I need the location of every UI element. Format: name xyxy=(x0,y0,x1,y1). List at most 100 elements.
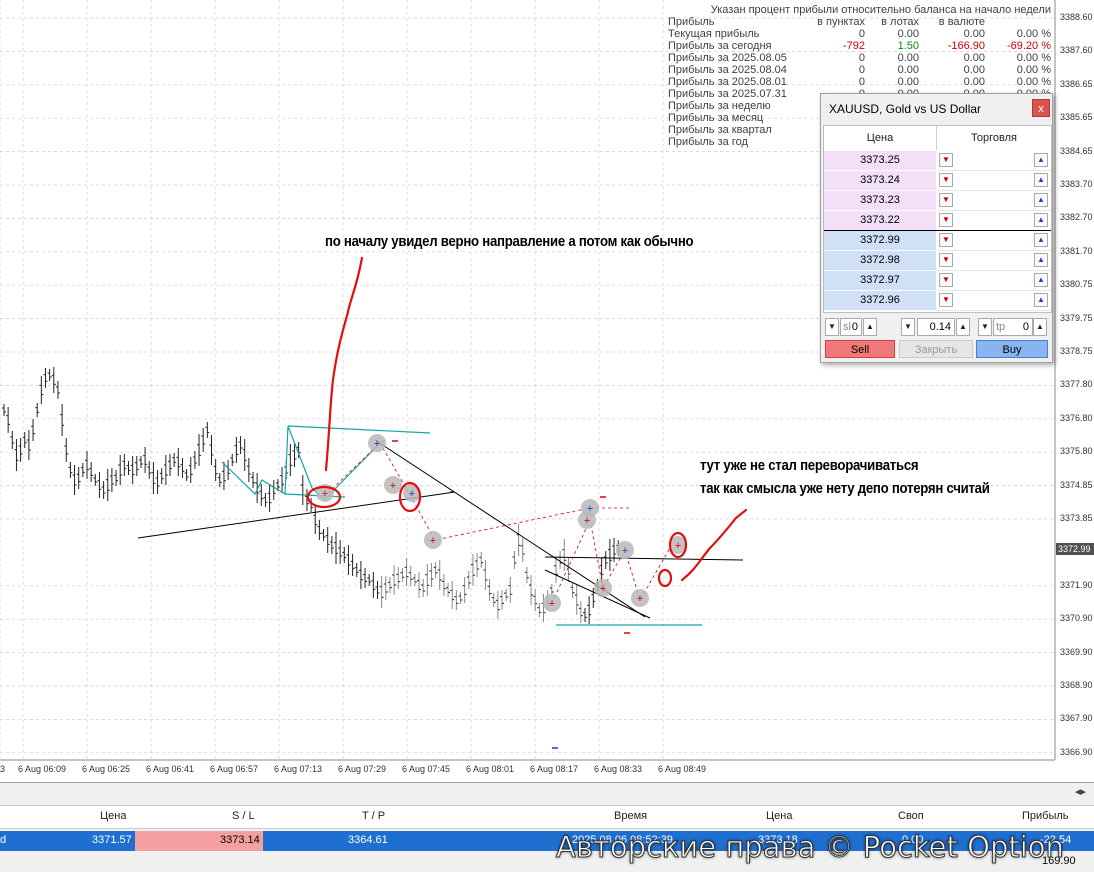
candle xyxy=(371,572,376,598)
candle xyxy=(462,577,467,603)
dom-price[interactable]: 3372.97 xyxy=(824,271,936,290)
dom-row[interactable]: 3373.22 ▼ ▲ xyxy=(824,211,1051,231)
volume-down-button[interactable]: ▼ xyxy=(901,318,915,336)
volume-up-button[interactable]: ▲ xyxy=(956,318,970,336)
chevron-up-icon[interactable]: ▲ xyxy=(1034,273,1048,287)
candle xyxy=(437,560,442,590)
chevron-down-icon[interactable]: ▼ xyxy=(939,253,953,267)
dom-price[interactable]: 3372.98 xyxy=(824,251,936,270)
chevron-down-icon[interactable]: ▼ xyxy=(939,233,953,247)
chevron-down-icon[interactable]: ▼ xyxy=(939,213,953,227)
dom-price[interactable]: 3373.25 xyxy=(824,151,936,170)
time-tick-label: 6 Aug 06:41 xyxy=(146,764,195,774)
candle xyxy=(504,589,509,601)
header-time[interactable]: Время xyxy=(614,810,648,822)
dom-row[interactable]: 3372.97 ▼ ▲ xyxy=(824,271,1051,291)
candle xyxy=(342,547,347,563)
dom-trade-cell[interactable]: ▼ ▲ xyxy=(937,191,1051,211)
dom-price[interactable]: 3373.22 xyxy=(824,211,936,230)
candle xyxy=(147,461,152,479)
volume-field[interactable]: 0.14 xyxy=(917,318,955,336)
header-swap[interactable]: Своп xyxy=(898,810,924,822)
sl-up-button[interactable]: ▲ xyxy=(863,318,877,336)
candle xyxy=(433,562,438,578)
candle xyxy=(180,458,185,478)
chevron-down-icon[interactable]: ▼ xyxy=(939,173,953,187)
chevron-up-icon[interactable]: ▲ xyxy=(1034,253,1048,267)
candle xyxy=(562,539,567,571)
price-chart[interactable]: ++++++++++++ xyxy=(0,0,1094,780)
candle xyxy=(39,376,44,404)
dom-price[interactable]: 3373.24 xyxy=(824,171,936,190)
sl-cell-highlight xyxy=(135,831,263,851)
tp-down-button[interactable]: ▼ xyxy=(978,318,992,336)
hand-arrow-2 xyxy=(680,508,748,582)
tp-field[interactable]: tp 0 xyxy=(993,318,1033,336)
panel-close-button[interactable]: x xyxy=(1032,99,1050,117)
candle xyxy=(574,585,579,615)
dom-row[interactable]: 3372.99 ▼ ▲ xyxy=(824,231,1051,251)
chevron-down-icon[interactable]: ▼ xyxy=(939,153,953,167)
chevron-up-icon[interactable]: ▲ xyxy=(1034,193,1048,207)
dom-trade-cell[interactable]: ▼ ▲ xyxy=(937,171,1051,191)
dom-trade-cell[interactable]: ▼ ▲ xyxy=(937,291,1051,311)
header-profit[interactable]: Прибыль xyxy=(1022,810,1069,822)
dom-price[interactable]: 3372.96 xyxy=(824,291,936,310)
sl-cell[interactable]: 3373.14 xyxy=(220,834,260,846)
one-click-trading-panel[interactable]: XAUUSD, Gold vs US Dollar x Цена Торговл… xyxy=(820,93,1053,363)
dom-trade-cell[interactable]: ▼ ▲ xyxy=(937,251,1051,271)
sl-down-button[interactable]: ▼ xyxy=(825,318,839,336)
dom-trade-cell[interactable]: ▼ ▲ xyxy=(937,211,1051,231)
candle xyxy=(134,456,139,476)
candle xyxy=(363,568,368,588)
time-tick-label: 6 Aug 07:13 xyxy=(274,764,323,774)
buy-button[interactable]: Buy xyxy=(976,340,1048,358)
chevron-down-icon[interactable]: ▼ xyxy=(939,273,953,287)
header-sl[interactable]: S / L xyxy=(232,810,255,822)
price-tick-label: 3371.90 xyxy=(1060,579,1093,590)
tp-cell[interactable]: 3364.61 xyxy=(348,834,388,846)
dom-price-header: Цена xyxy=(824,126,937,150)
chevron-down-icon[interactable]: ▼ xyxy=(939,293,953,307)
candle xyxy=(487,579,492,601)
close-position-button[interactable]: Закрыть xyxy=(899,340,973,358)
header-tp[interactable]: T / P xyxy=(362,810,386,822)
candle xyxy=(192,451,197,469)
pane-scroll-icon[interactable]: ◂▸ xyxy=(1074,786,1086,798)
dom-trade-cell[interactable]: ▼ ▲ xyxy=(937,151,1051,171)
trade-marker-glyph: + xyxy=(675,540,681,552)
support-trendline xyxy=(137,491,456,539)
header-price[interactable]: Цена xyxy=(100,810,127,822)
sl-field[interactable]: sl 0 xyxy=(840,318,862,336)
table-row[interactable]: d 3371.57 3373.14 3364.61 2025.08.06 08:… xyxy=(0,831,1094,851)
dom-row[interactable]: 3373.24 ▼ ▲ xyxy=(824,171,1051,191)
chevron-up-icon[interactable]: ▲ xyxy=(1034,153,1048,167)
trade-marker-glyph: + xyxy=(322,488,328,500)
dom-trade-cell[interactable]: ▼ ▲ xyxy=(937,231,1051,251)
dom-price[interactable]: 3373.23 xyxy=(824,191,936,210)
tp-up-button[interactable]: ▲ xyxy=(1033,318,1047,336)
stats-row: Текущая прибыль 0 0.00 0.00 0.00 % xyxy=(668,28,1051,40)
chevron-up-icon[interactable]: ▲ xyxy=(1034,293,1048,307)
chevron-up-icon[interactable]: ▲ xyxy=(1034,173,1048,187)
header-price2[interactable]: Цена xyxy=(766,810,793,822)
balance-value: 169.90 xyxy=(1042,855,1076,867)
dom-row[interactable]: 3373.25 ▼ ▲ xyxy=(824,151,1051,171)
chevron-up-icon[interactable]: ▲ xyxy=(1034,213,1048,227)
dom-trade-cell[interactable]: ▼ ▲ xyxy=(937,271,1051,291)
price-tick-label: 3388.60 xyxy=(1060,12,1093,22)
candle xyxy=(396,567,401,589)
sell-button[interactable]: Sell xyxy=(825,340,895,358)
dom-row[interactable]: 3372.96 ▼ ▲ xyxy=(824,291,1051,311)
dom-row[interactable]: 3372.98 ▼ ▲ xyxy=(824,251,1051,271)
dom-row[interactable]: 3373.23 ▼ ▲ xyxy=(824,191,1051,211)
chevron-down-icon[interactable]: ▼ xyxy=(939,193,953,207)
spread-divider xyxy=(824,230,1051,231)
circle-mark-1 xyxy=(306,485,342,509)
resistance-line xyxy=(544,556,744,561)
chevron-up-icon[interactable]: ▲ xyxy=(1034,233,1048,247)
price-tick-label: 3374.85 xyxy=(1060,479,1093,490)
dom-price[interactable]: 3372.99 xyxy=(824,231,936,250)
candle xyxy=(470,554,475,586)
candle xyxy=(549,584,554,596)
